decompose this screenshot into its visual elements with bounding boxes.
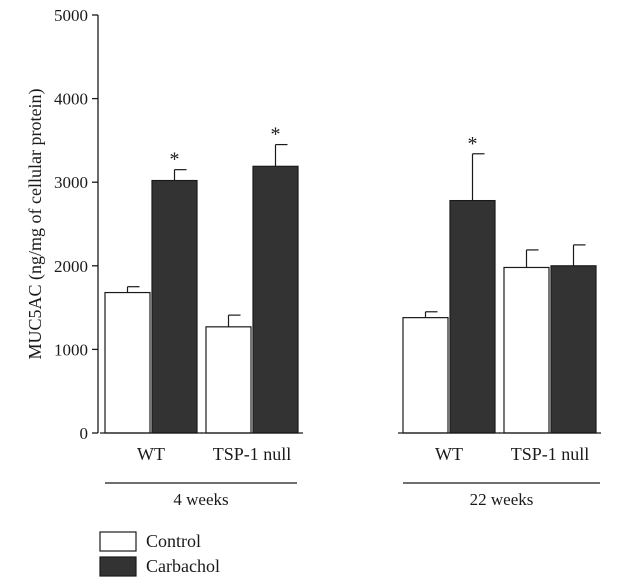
- category-label: WT: [137, 444, 165, 464]
- significance-marker: *: [468, 133, 478, 155]
- bar-control: [503, 266, 550, 434]
- legend-swatch-carbachol: [99, 556, 137, 577]
- y-tick-label: 3000: [54, 173, 88, 192]
- category-labels: WT TSP-1 null WT TSP-1 null: [137, 444, 589, 464]
- legend-swatch-control: [99, 531, 137, 552]
- bar-control: [402, 317, 449, 434]
- bars-layer: * * *: [100, 124, 601, 434]
- category-label: TSP-1 null: [511, 444, 590, 464]
- y-tick-label: 2000: [54, 257, 88, 276]
- y-tick-label: 1000: [54, 340, 88, 359]
- bar-carbachol: [449, 199, 496, 434]
- category-label: TSP-1 null: [213, 444, 292, 464]
- bar-carbachol: [252, 165, 299, 434]
- y-tick-label: 5000: [54, 6, 88, 25]
- y-tick-label: 4000: [54, 90, 88, 109]
- legend-label: Carbachol: [146, 556, 220, 576]
- legend-label: Control: [146, 531, 201, 551]
- y-tick-label: 0: [80, 424, 89, 443]
- bar-control: [205, 326, 252, 434]
- bar-carbachol: [151, 179, 198, 434]
- bar-control: [104, 291, 151, 434]
- y-axis-label: MUC5AC (ng/mg of cellular protein): [25, 89, 46, 360]
- bar-carbachol: [550, 265, 597, 434]
- group-label: 4 weeks: [173, 490, 228, 509]
- group-label: 22 weeks: [470, 490, 534, 509]
- significance-marker: *: [170, 149, 180, 171]
- category-label: WT: [435, 444, 463, 464]
- legend: Control Carbachol: [99, 531, 220, 577]
- y-axis: 0 1000 2000 3000 4000 5000: [54, 6, 99, 443]
- group-labels: 4 weeks 22 weeks: [105, 482, 600, 509]
- significance-marker: *: [271, 124, 281, 146]
